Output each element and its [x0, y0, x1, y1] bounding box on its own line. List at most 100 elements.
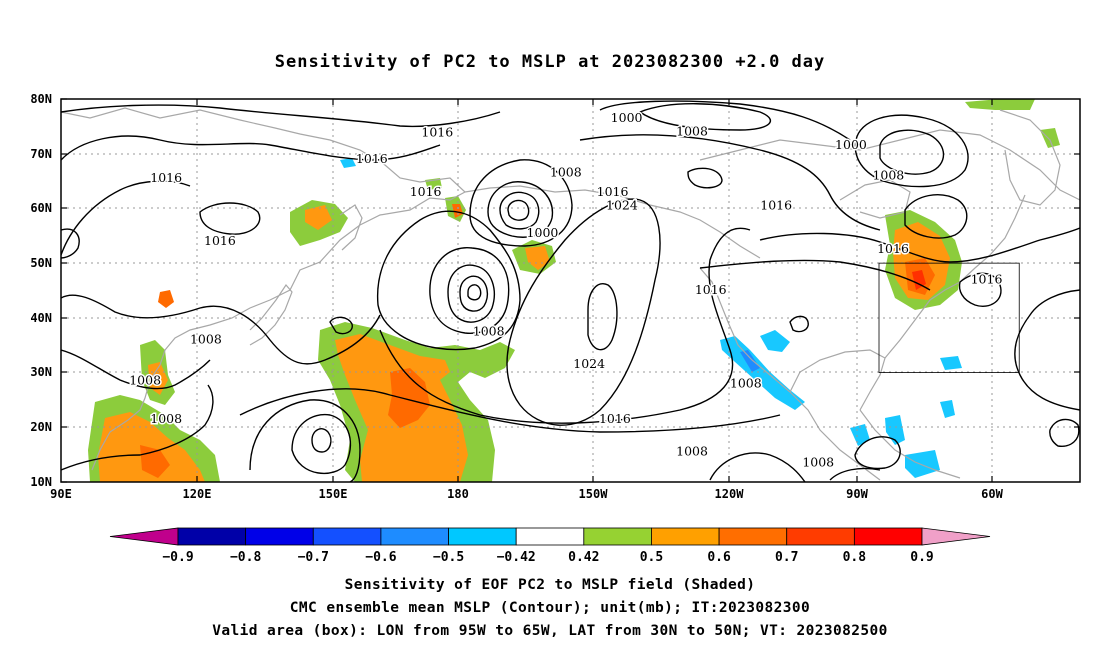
caption-line-1: Sensitivity of EOF PC2 to MSLP field (Sh… [345, 577, 756, 593]
shading-atlantic-blue [940, 356, 962, 370]
contour-line [61, 349, 211, 390]
contour-label: 1016 [410, 184, 442, 199]
colorbar-labels: −0.9 −0.8 −0.7 −0.6 −0.5 −0.42 0.42 0.5 0.6 0.7 0.… [162, 550, 933, 565]
colorbar-label: 0.5 [640, 550, 663, 565]
shading-caribbean-blue-1 [850, 424, 870, 446]
contour-line [61, 384, 214, 471]
contour-line [579, 134, 881, 231]
shading-siberia-2-orange [452, 204, 463, 218]
contour-label: 1016 [695, 282, 727, 297]
contour-label: 1000 [527, 225, 559, 240]
contour-label: 1016 [971, 271, 1003, 286]
contour-line [789, 315, 809, 333]
contour-label: 1008 [802, 455, 834, 470]
mslp-contours [61, 100, 1080, 482]
shading-indochina-orange [98, 412, 205, 482]
contour-label: 1008 [150, 411, 182, 426]
colorbar-swatch [515, 527, 585, 546]
colorbar-end-high [921, 527, 991, 546]
lat-lon-grid [61, 99, 1080, 482]
colorbar-label: 0.6 [707, 550, 731, 565]
lat-label: 60N [30, 201, 52, 215]
coastline-kamchatka [339, 204, 363, 251]
lon-label: 60W [981, 487, 1003, 501]
coastline-hudson [839, 179, 911, 219]
contour-label: 1008 [190, 331, 222, 346]
shading-alaska-orange [525, 246, 550, 270]
shading-baja-blue-dark [740, 350, 760, 372]
contour-line [487, 181, 554, 238]
colorbar-swatch [718, 527, 788, 546]
contour-label: 1016 [597, 184, 629, 199]
lat-labels: 80N 70N 60N 50N 40N 30N 20N 10N [30, 92, 52, 489]
colorbar-label: −0.6 [365, 550, 396, 565]
coastline-gulf [789, 349, 886, 411]
colorbar [109, 527, 991, 546]
contour-line [638, 103, 772, 131]
coastline-arctic-na [699, 129, 1080, 201]
lon-labels: 90E 120E 150E 180 150W 120W 90W 60W [50, 487, 1003, 501]
contour-label: 1024 [606, 197, 638, 212]
colorbar-swatch [312, 527, 382, 546]
shading-eastna-red [912, 270, 926, 290]
lat-label: 40N [30, 311, 52, 325]
contour-line [879, 129, 945, 175]
shading-west-pacific-darkorange [388, 368, 430, 428]
contour-line [291, 413, 352, 475]
contour-labels: 1016 1000 1008 1000 1016 1016 1008 1008 1016 1016… [128, 108, 1004, 471]
coastline-west-na [699, 267, 881, 481]
lat-label: 30N [30, 365, 52, 379]
colorbar-swatch [380, 527, 449, 546]
contour-line [467, 284, 482, 301]
lon-label: 120W [715, 487, 745, 501]
colorbar-swatch [177, 527, 247, 546]
caption-line-2: CMC ensemble mean MSLP (Contour); unit(m… [290, 600, 810, 616]
coastline-greenland [999, 109, 1061, 206]
colorbar-swatch [448, 527, 517, 546]
lon-label: 150E [319, 487, 348, 501]
colorbar-label: −0.42 [497, 550, 536, 565]
contour-label: 1000 [835, 137, 867, 152]
colorbar-label: −0.5 [433, 550, 464, 565]
lat-label: 20N [30, 420, 52, 434]
tick-marks [61, 98, 1080, 483]
shading-caribbean-blue-4 [940, 400, 955, 418]
colorbar-swatch [853, 527, 923, 546]
colorbar-swatch [245, 527, 314, 546]
lat-label: 50N [30, 256, 52, 270]
contour-label: 1016 [599, 411, 631, 426]
contour-label: 1024 [573, 356, 605, 371]
colorbar-end-low [109, 527, 179, 546]
lon-label: 180 [447, 487, 469, 501]
contour-line [499, 191, 540, 230]
valid-area-box [878, 262, 1020, 373]
contour-label: 1008 [550, 165, 582, 180]
colorbar-label: −0.9 [162, 550, 193, 565]
contour-label: 1008 [473, 323, 505, 338]
lat-label: 80N [30, 92, 52, 106]
shading-bering-blue [340, 158, 356, 168]
contour-line [329, 316, 353, 335]
contour-label: 1008 [676, 444, 708, 459]
contour-line [1049, 418, 1080, 447]
contour-label: 1008 [730, 375, 762, 390]
lon-label: 150W [579, 487, 609, 501]
contour-label: 1008 [129, 373, 161, 388]
contour-line [376, 210, 521, 351]
figure-title: Sensitivity of PC2 to MSLP at 2023082300… [275, 52, 826, 72]
colorbar-label: 0.42 [568, 550, 599, 565]
contour-line [311, 428, 332, 453]
shading-siberia-1-orange [305, 205, 332, 230]
contour-line [699, 259, 931, 291]
contour-line [1014, 289, 1080, 411]
shading-china-orange [148, 362, 168, 395]
contour-line [379, 227, 751, 424]
map-area: 1016 1000 1008 1000 1016 1016 1008 1008 1016 1016… [61, 99, 1080, 482]
contour-line [61, 104, 501, 128]
lon-label: 120E [183, 487, 212, 501]
contour-line [61, 135, 441, 161]
colorbar-label: 0.9 [910, 550, 933, 565]
map-frame [60, 98, 1081, 483]
coastlines [61, 107, 1080, 481]
contour-line [854, 436, 901, 470]
